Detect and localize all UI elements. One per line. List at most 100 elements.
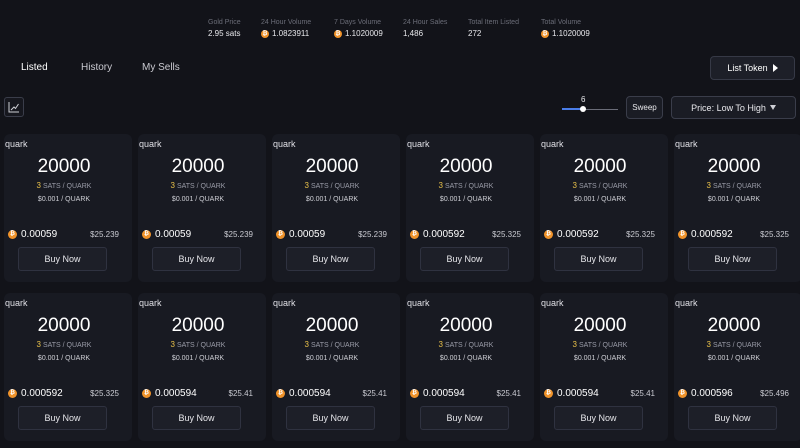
stat-item: Total Item Listed 272 xyxy=(468,18,519,40)
buy-now-button[interactable]: Buy Now xyxy=(18,247,107,271)
token-amount: 20000 xyxy=(707,156,761,177)
slider-thumb[interactable] xyxy=(580,106,587,112)
stat-item: 24 Hour Sales 1,486 xyxy=(403,18,447,40)
usd-per-token-rate: $0.001 / QUARK xyxy=(37,355,91,362)
buy-now-button[interactable]: Buy Now xyxy=(286,247,375,271)
btc-price-value: 0.000592 xyxy=(21,388,63,399)
bitcoin-coin-icon: ₿ xyxy=(8,389,17,398)
sort-dropdown[interactable]: Price: Low To High xyxy=(671,96,796,119)
rate-number: 3 xyxy=(572,340,577,349)
btc-price-value: 0.000594 xyxy=(557,388,599,399)
usd-price: $25.239 xyxy=(224,230,253,239)
rate-suffix: SATS / QUARK xyxy=(176,183,226,190)
token-name: quark xyxy=(541,139,564,149)
token-name: quark xyxy=(541,298,564,308)
buy-now-label: Buy Now xyxy=(580,254,617,264)
rate-suffix: SATS / QUARK xyxy=(310,342,360,349)
sats-per-token-rate: 3 SATS / QUARK xyxy=(540,181,660,190)
bitcoin-coin-icon: ₿ xyxy=(142,230,151,239)
stat-item: Total Volume ₿ 1.1020009 xyxy=(541,18,590,40)
usd-price: $25.41 xyxy=(496,389,521,398)
rate-suffix: SATS / QUARK xyxy=(310,183,360,190)
token-amount: 20000 xyxy=(305,156,359,177)
buy-now-button[interactable]: Buy Now xyxy=(286,406,375,430)
buy-now-button[interactable]: Buy Now xyxy=(152,247,241,271)
slider-fill xyxy=(562,108,584,110)
chart-toggle-button[interactable] xyxy=(4,97,24,117)
sweep-button[interactable]: Sweep xyxy=(626,96,663,119)
bitcoin-coin-icon: ₿ xyxy=(261,30,269,38)
usd-price: $25.325 xyxy=(626,230,655,239)
chart-line-icon xyxy=(8,102,19,113)
listing-card: quark 20000 3 SATS / QUARK $0.001 / QUARK ₿ 0… xyxy=(540,134,668,282)
rate-number: 3 xyxy=(170,340,175,349)
stat-label: 24 Hour Volume xyxy=(261,19,312,26)
token-amount: 20000 xyxy=(707,315,761,336)
btc-price-value: 0.000594 xyxy=(289,388,331,399)
btc-price-value: 0.000594 xyxy=(155,388,197,399)
bitcoin-coin-icon: ₿ xyxy=(544,389,553,398)
tab-my-sells[interactable]: My Sells xyxy=(142,62,180,73)
btc-price: ₿ 0.000592 xyxy=(678,229,733,240)
token-name: quark xyxy=(5,298,28,308)
listing-card: quark 20000 3 SATS / QUARK $0.001 / QUARK ₿ 0… xyxy=(138,293,266,441)
buy-now-button[interactable]: Buy Now xyxy=(554,406,643,430)
rate-suffix: SATS / QUARK xyxy=(42,342,92,349)
tab-history[interactable]: History xyxy=(81,62,113,73)
buy-now-button[interactable]: Buy Now xyxy=(152,406,241,430)
rate-number: 3 xyxy=(438,340,443,349)
usd-price: $25.496 xyxy=(760,389,789,398)
stat-item: 24 Hour Volume ₿ 1.0823911 xyxy=(261,18,311,40)
btc-price-value: 0.00059 xyxy=(289,229,326,240)
stat-label: Gold Price xyxy=(208,19,241,26)
usd-per-token-rate: $0.001 / QUARK xyxy=(37,196,91,203)
usd-per-token-rate: $0.001 / QUARK xyxy=(439,355,493,362)
buy-now-label: Buy Now xyxy=(44,413,81,423)
bitcoin-coin-icon: ₿ xyxy=(541,30,549,38)
btc-price: ₿ 0.000592 xyxy=(410,229,465,240)
btc-price-value: 0.000594 xyxy=(423,388,465,399)
stat-value: ₿ 1.0823911 xyxy=(261,28,311,40)
rate-number: 3 xyxy=(304,340,309,349)
bitcoin-coin-icon: ₿ xyxy=(410,230,419,239)
usd-per-token-rate: $0.001 / QUARK xyxy=(439,196,493,203)
stat-value-text: 1.1020009 xyxy=(552,29,590,38)
rate-suffix: SATS / QUARK xyxy=(578,342,628,349)
bitcoin-coin-icon: ₿ xyxy=(8,230,17,239)
buy-now-button[interactable]: Buy Now xyxy=(420,247,509,271)
slider-track[interactable] xyxy=(562,109,618,110)
listing-card: quark 20000 3 SATS / QUARK $0.001 / QUARK ₿ 0… xyxy=(406,293,534,441)
btc-price: ₿ 0.000594 xyxy=(142,388,197,399)
btc-price: ₿ 0.00059 xyxy=(8,229,57,240)
token-name: quark xyxy=(139,298,162,308)
bitcoin-coin-icon: ₿ xyxy=(678,230,687,239)
usd-per-token-rate: $0.001 / QUARK xyxy=(305,355,359,362)
list-token-button[interactable]: List Token xyxy=(710,56,795,80)
sats-per-token-rate: 3 SATS / QUARK xyxy=(138,181,258,190)
usd-per-token-rate: $0.001 / QUARK xyxy=(305,196,359,203)
token-name: quark xyxy=(675,298,698,308)
rate-suffix: SATS / QUARK xyxy=(42,183,92,190)
buy-now-button[interactable]: Buy Now xyxy=(18,406,107,430)
buy-now-button[interactable]: Buy Now xyxy=(688,247,777,271)
usd-per-token-rate: $0.001 / QUARK xyxy=(707,355,761,362)
buy-now-button[interactable]: Buy Now xyxy=(554,247,643,271)
listing-card: quark 20000 3 SATS / QUARK $0.001 / QUARK ₿ 0… xyxy=(272,293,400,441)
buy-now-button[interactable]: Buy Now xyxy=(688,406,777,430)
buy-now-label: Buy Now xyxy=(178,254,215,264)
btc-price-value: 0.00059 xyxy=(155,229,192,240)
rate-number: 3 xyxy=(36,340,41,349)
usd-price: $25.239 xyxy=(358,230,387,239)
usd-price: $25.325 xyxy=(760,230,789,239)
stat-value: ₿ 1.1020009 xyxy=(541,28,590,40)
token-amount: 20000 xyxy=(439,315,493,336)
btc-price-value: 0.00059 xyxy=(21,229,58,240)
sweep-count-slider[interactable]: 6 xyxy=(562,95,618,119)
buy-now-button[interactable]: Buy Now xyxy=(420,406,509,430)
tab-listed[interactable]: Listed xyxy=(21,62,48,73)
stat-label: Total Volume xyxy=(541,19,582,26)
sats-per-token-rate: 3 SATS / QUARK xyxy=(674,181,794,190)
stat-label: 24 Hour Sales xyxy=(403,19,448,26)
listing-card: quark 20000 3 SATS / QUARK $0.001 / QUARK ₿ 0… xyxy=(4,293,132,441)
stat-value-text: 1.0823911 xyxy=(272,29,310,38)
